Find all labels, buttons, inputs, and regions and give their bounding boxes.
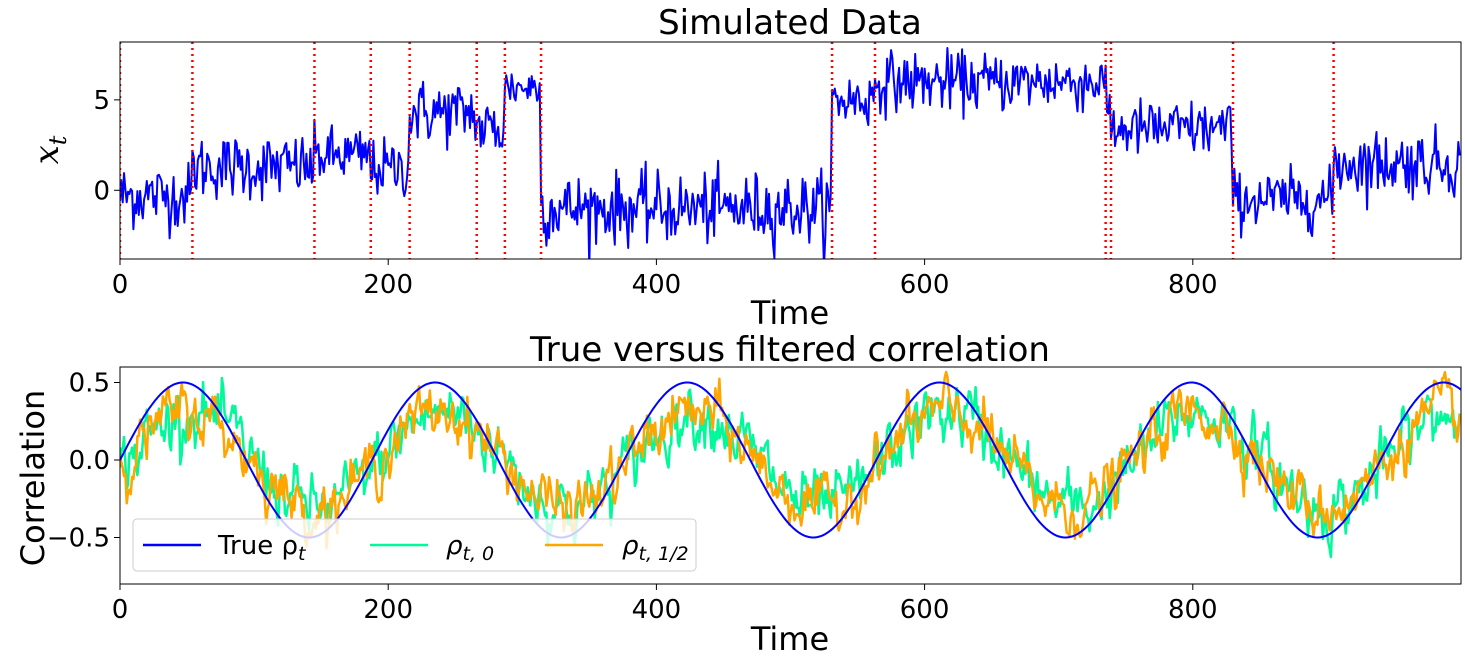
x-tick-label: 200: [363, 595, 413, 625]
legend-label-true-name: True ρ: [217, 531, 298, 561]
legend-label-rho-thalf-name: ρ: [622, 531, 639, 561]
chart1-ylabel-x: x: [27, 145, 67, 164]
chart1-title: Simulated Data: [658, 3, 922, 43]
legend-label-rho-thalf-sub: t, 1/2: [639, 543, 689, 565]
chart1-x-ticks: 0 200 400 600 800: [112, 259, 1218, 300]
x-tick-label: 800: [1168, 270, 1218, 300]
x-tick-label: 600: [900, 270, 950, 300]
legend-label-true: True ρt: [217, 531, 307, 565]
chart2-y-axis-label: Correlation: [14, 390, 52, 566]
true-correlation-line: [120, 381, 1461, 539]
x-tick-label: 200: [363, 270, 413, 300]
chart1-x-axis-label: Time: [750, 294, 829, 332]
y-tick-label: 0.5: [69, 369, 110, 399]
legend-label-rho-t0-name: ρ: [446, 531, 463, 561]
chart1-y-ticks: 05: [93, 86, 120, 206]
x-tick-label: 600: [900, 595, 950, 625]
legend-label-rho-t0: ρt, 0: [446, 531, 494, 565]
x-t-line: [120, 47, 1461, 259]
chart2-x-ticks: 0 200 400 600 800: [112, 584, 1218, 625]
legend-label-rho-thalf: ρt, 1/2: [622, 531, 689, 565]
chart1-y-axis-label: xt: [27, 135, 72, 164]
legend: True ρt ρt, 0 ρt, 1/2: [132, 518, 697, 572]
x-tick-label: 0: [112, 270, 129, 300]
correlation-series: [120, 370, 1461, 559]
x-tick-label: 400: [632, 595, 682, 625]
simulated-data-chart: Simulated Data 0 200 400 600 800 05 Time xt: [27, 3, 1462, 332]
y-tick-label: −0.5: [47, 524, 110, 554]
chart2-title: True versus filtered correlation: [529, 330, 1050, 370]
legend-label-rho-t0-sub: t, 0: [463, 543, 495, 565]
x-tick-label: 800: [1168, 595, 1218, 625]
legend-label-true-sub: t: [298, 543, 307, 565]
chart1-axes-frame: [119, 41, 1462, 260]
chart1-ylabel-sub: t: [44, 135, 72, 145]
y-tick-label: 0.0: [69, 446, 110, 476]
series-x-t: [120, 47, 1461, 259]
chart2-y-ticks: 0.5 0.0 −0.5: [47, 369, 120, 554]
x-tick-label: 0: [112, 595, 129, 625]
changepoint-lines: [120, 42, 1335, 259]
filtered-correlation-line-2: [120, 370, 1461, 550]
correlation-chart: True versus filtered correlation 0 200 400…: [14, 330, 1462, 658]
chart2-x-axis-label: Time: [750, 620, 829, 658]
x-tick-label: 400: [632, 270, 682, 300]
y-tick-label: 0: [93, 176, 110, 206]
y-tick-label: 5: [93, 86, 110, 116]
chart2-axes-frame: [119, 366, 1462, 585]
